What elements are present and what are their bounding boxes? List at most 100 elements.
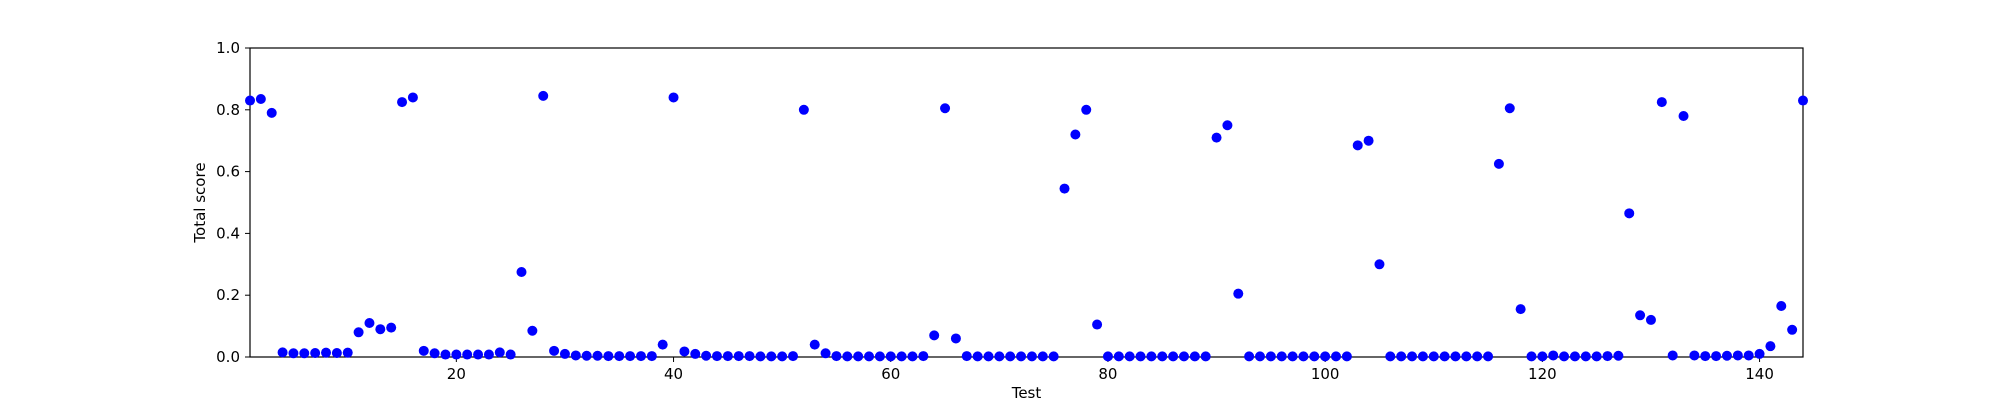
data-point	[744, 351, 755, 362]
y-tick-label: 1.0	[216, 39, 240, 57]
data-point	[777, 351, 788, 362]
data-point	[1711, 351, 1722, 362]
data-point	[516, 267, 527, 278]
data-point	[342, 347, 353, 358]
data-point	[1635, 310, 1646, 321]
data-point	[1113, 351, 1124, 362]
data-point	[1287, 351, 1298, 362]
data-point	[310, 347, 321, 358]
data-point	[277, 347, 288, 358]
data-point	[375, 324, 386, 335]
x-tick-label: 60	[881, 365, 900, 383]
data-point	[321, 347, 332, 358]
data-point	[1081, 104, 1092, 115]
data-point	[831, 351, 842, 362]
data-point	[1645, 314, 1656, 325]
data-point	[842, 351, 853, 362]
data-point	[483, 349, 494, 360]
data-point	[473, 349, 484, 360]
x-tick-label: 120	[1528, 365, 1557, 383]
plot-frame	[249, 47, 1804, 358]
data-point	[907, 351, 918, 362]
data-point	[733, 351, 744, 362]
data-point	[788, 351, 799, 362]
data-point	[494, 347, 505, 358]
data-point	[896, 351, 907, 362]
data-point	[1016, 351, 1027, 362]
data-point	[1222, 120, 1233, 131]
data-point	[1417, 351, 1428, 362]
data-point	[1124, 351, 1135, 362]
data-point	[972, 351, 983, 362]
data-point	[961, 351, 972, 362]
data-point	[451, 349, 462, 360]
x-tick-label: 140	[1745, 365, 1774, 383]
x-axis: 20 40 60 80 100 120 140	[447, 357, 1774, 383]
y-tick-label: 0.8	[216, 101, 240, 119]
data-point	[614, 351, 625, 362]
data-points	[245, 90, 1808, 362]
data-point	[994, 351, 1005, 362]
data-point	[1265, 351, 1276, 362]
data-point	[668, 92, 679, 103]
x-tick-label: 100	[1311, 365, 1340, 383]
data-point	[407, 92, 418, 103]
data-point	[1298, 351, 1309, 362]
data-point	[1157, 351, 1168, 362]
data-point	[1374, 259, 1385, 270]
data-point	[1700, 351, 1711, 362]
data-point	[1428, 351, 1439, 362]
data-point	[1363, 135, 1374, 146]
data-point	[1178, 351, 1189, 362]
data-point	[1254, 351, 1265, 362]
data-point	[701, 350, 712, 361]
data-point	[549, 345, 560, 356]
data-point	[1070, 129, 1081, 140]
data-point	[1059, 183, 1070, 194]
data-point	[570, 350, 581, 361]
plot-border	[249, 47, 1804, 358]
y-tick-label: 0.2	[216, 286, 240, 304]
data-point	[1678, 110, 1689, 121]
data-point	[255, 93, 266, 104]
data-point	[505, 349, 516, 360]
data-point	[1005, 351, 1016, 362]
data-point	[1439, 351, 1450, 362]
data-point	[625, 351, 636, 362]
data-point	[1721, 350, 1732, 361]
data-point	[722, 351, 733, 362]
data-point	[690, 348, 701, 359]
data-point	[1472, 351, 1483, 362]
data-point	[603, 351, 614, 362]
data-point	[1526, 351, 1537, 362]
data-point	[1244, 351, 1255, 362]
data-point	[1493, 158, 1504, 169]
data-point	[1602, 351, 1613, 362]
data-point	[1146, 351, 1157, 362]
data-point	[1689, 350, 1700, 361]
data-point	[266, 107, 277, 118]
data-point	[950, 333, 961, 344]
data-point	[1168, 351, 1179, 362]
data-point	[538, 90, 549, 101]
y-axis-title: Total score	[191, 162, 209, 243]
data-point	[679, 346, 690, 357]
x-axis-title: Test	[1011, 384, 1042, 400]
data-point	[440, 349, 451, 360]
data-point	[1048, 351, 1059, 362]
data-point	[1787, 324, 1798, 335]
x-tick-label: 80	[1098, 365, 1117, 383]
data-point	[1385, 351, 1396, 362]
data-point	[885, 351, 896, 362]
data-point	[1233, 288, 1244, 299]
data-point	[635, 351, 646, 362]
data-point	[1754, 348, 1765, 359]
data-point	[559, 348, 570, 359]
data-point	[1407, 351, 1418, 362]
data-point	[1037, 351, 1048, 362]
data-point	[288, 348, 299, 359]
data-point	[353, 327, 364, 338]
data-point	[1656, 97, 1667, 108]
